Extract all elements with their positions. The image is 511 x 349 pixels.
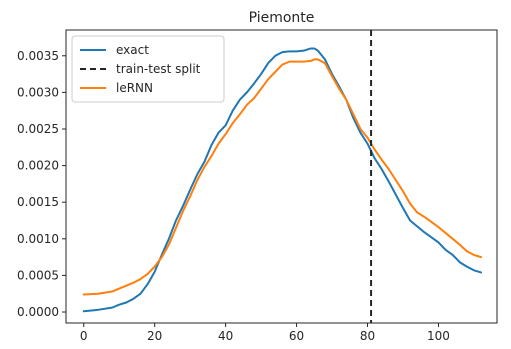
legend-label: leRNN xyxy=(116,81,153,95)
y-tick-label: 0.0000 xyxy=(17,305,59,319)
axes-frame xyxy=(65,29,498,324)
legend-box xyxy=(71,35,225,103)
x-tick-label: 20 xyxy=(147,329,162,343)
y-tick-label: 0.0010 xyxy=(17,232,59,246)
y-tick-label: 0.0015 xyxy=(17,195,59,209)
x-tick-label: 0 xyxy=(80,329,88,343)
y-tick-label: 0.0035 xyxy=(17,49,59,63)
y-tick-label: 0.0005 xyxy=(17,268,59,282)
series-line-exact xyxy=(82,47,483,313)
legend-label: exact xyxy=(116,43,149,57)
x-tick-label: 100 xyxy=(427,329,450,343)
series-line-lernn xyxy=(82,58,483,296)
x-tick-label: 80 xyxy=(360,329,375,343)
legend: exact train-test split leRNN xyxy=(71,35,225,103)
y-tick-label: 0.0025 xyxy=(17,122,59,136)
x-tick-label: 60 xyxy=(289,329,304,343)
y-tick-label: 0.0020 xyxy=(17,159,59,173)
y-tick-label: 0.0030 xyxy=(17,85,59,99)
x-tick-label: 40 xyxy=(218,329,233,343)
axes: 0 20 40 60 80 100 0.0000 0.0005 0.0010 0.0015 0.00… xyxy=(17,29,498,343)
legend-label: train-test split xyxy=(116,62,201,76)
plot-area xyxy=(82,30,483,323)
chart-title: Piemonte xyxy=(249,10,315,26)
